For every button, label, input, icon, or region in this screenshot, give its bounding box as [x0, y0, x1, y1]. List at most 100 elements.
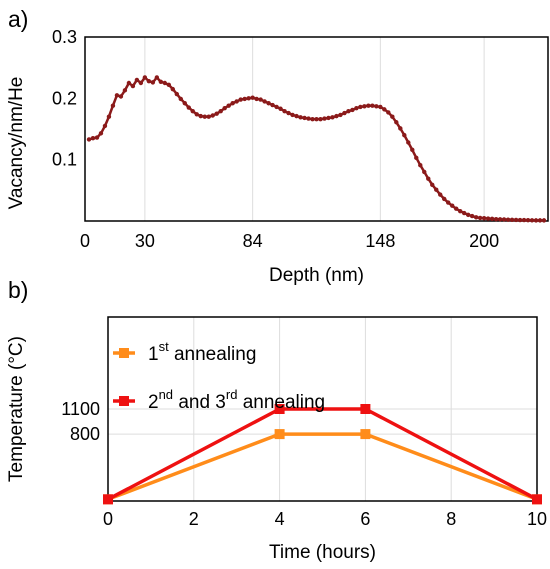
panel-a-x-tick-label: 0 — [80, 231, 90, 251]
panel-a-y-tick-label: 0.3 — [52, 27, 77, 47]
panel-a-y-tick-label: 0.1 — [52, 150, 77, 170]
panel-a-data-point — [378, 104, 383, 110]
panel-a-data-point — [114, 93, 120, 98]
panel-a-plot-frame — [84, 36, 549, 222]
panel-a-data-point — [134, 77, 140, 83]
panel-a-data-point — [354, 105, 359, 111]
panel-b-data-point — [274, 404, 285, 414]
panel-a-data-point — [434, 187, 439, 192]
panel-a-x-tick-label: 30 — [135, 231, 155, 251]
panel-a-data-point — [541, 218, 547, 223]
panel-a-series — [86, 75, 547, 223]
panel-a-data-point — [453, 206, 459, 211]
panel-b-label: b) — [8, 277, 28, 303]
panel-a-data-point — [274, 104, 279, 110]
panel-a-data-point — [374, 104, 379, 109]
panel-a-data-point — [122, 88, 128, 93]
panel-b-series — [103, 404, 542, 505]
panel-a-data-point — [186, 105, 191, 110]
panel-a-data-point — [469, 213, 475, 219]
panel-a-x-tick-label: 200 — [469, 231, 499, 251]
panel-a-data-point — [418, 162, 423, 168]
panel-a-data-point — [489, 216, 495, 222]
panel-b-x-tick-label: 2 — [189, 509, 199, 529]
panel-a-data-point — [174, 91, 180, 97]
panel-a-data-point — [457, 208, 463, 214]
panel-a-data-point — [270, 102, 275, 108]
panel-a-data-point — [150, 80, 156, 85]
panel-a-data-point — [430, 182, 435, 188]
panel-b-legend: 1st annealing 2nd and 3rd annealing — [113, 339, 325, 413]
panel-a-data-point — [465, 212, 471, 218]
panel-b: b) 0 2 4 6 8 10 800 1100 1st annealing 2nd and 3… — [6, 277, 547, 563]
panel-a-data-point — [318, 116, 323, 122]
panel-a-data-point — [410, 147, 415, 153]
panel-a-data-point — [90, 136, 96, 141]
panel-a-data-point — [350, 107, 355, 113]
panel-a-data-point — [262, 99, 267, 104]
panel-a-data-point — [190, 109, 195, 114]
panel-a-data-point — [166, 82, 172, 88]
panel-b-x-tick-label: 8 — [446, 509, 456, 529]
panel-a-data-point — [513, 217, 519, 223]
panel-b-x-tick-label: 0 — [103, 509, 113, 529]
panel-a-data-point — [402, 132, 407, 138]
panel-b-data-point — [103, 494, 113, 505]
panel-a-data-point — [98, 131, 104, 136]
panel-a-data-point — [342, 110, 347, 116]
panel-a-data-point — [182, 101, 187, 106]
panel-b-y-tick-label: 1100 — [61, 399, 100, 419]
panel-a-data-point — [533, 218, 539, 223]
panel-a-data-point — [473, 215, 479, 220]
panel-a-data-point — [142, 75, 148, 80]
panel-a-gridlines — [144, 37, 485, 221]
panel-a-data-point — [218, 109, 223, 114]
panel-a-y-tick-label: 0.2 — [52, 88, 77, 108]
panel-a-data-point — [493, 216, 499, 222]
panel-a-data-point — [170, 86, 176, 92]
panel-a-data-point — [154, 75, 160, 80]
panel-a-data-point — [198, 113, 203, 119]
panel-a-data-point — [346, 109, 351, 114]
panel-a-data-point — [322, 116, 327, 121]
panel-a-data-point — [529, 218, 535, 223]
panel-a-data-point — [414, 155, 419, 161]
panel-a-data-point — [222, 105, 227, 111]
panel-a-data-point — [505, 217, 511, 222]
panel-a-data-point — [86, 137, 92, 142]
panel-a-data-point — [158, 79, 164, 84]
panel-a-data-point — [162, 80, 168, 86]
panel-a-data-point — [126, 80, 132, 86]
panel-a-x-tick-label: 148 — [365, 231, 395, 251]
legend-entry-label: 1st annealing — [148, 339, 256, 365]
panel-a-data-point — [509, 217, 515, 222]
panel-a-data-point — [118, 94, 124, 99]
panel-a-data-point — [278, 106, 283, 111]
panel-a-data-point — [178, 96, 183, 102]
panel-a-x-tick-label: 84 — [243, 231, 263, 251]
panel-a-data-point — [501, 217, 507, 222]
panel-a-series-line — [88, 76, 544, 222]
panel-a-data-point — [362, 104, 367, 109]
panel-b-series-line — [107, 407, 538, 501]
panel-b-x-tick-label: 6 — [360, 509, 370, 529]
panel-a-data-point — [266, 101, 271, 106]
panel-a-data-point — [210, 113, 215, 118]
panel-a-data-point — [102, 123, 108, 129]
panel-a-data-point — [106, 114, 112, 119]
panel-a-label: a) — [8, 6, 28, 32]
panel-a-data-point — [314, 116, 319, 122]
panel-a-data-point — [290, 112, 295, 118]
panel-a-data-point — [525, 218, 531, 223]
panel-a-data-point — [477, 215, 483, 221]
panel-a-data-point — [370, 103, 375, 108]
panel-a-data-point — [326, 115, 331, 121]
panel-b-x-tick-label: 4 — [275, 509, 285, 529]
panel-a-data-point — [226, 103, 231, 108]
legend-swatch-marker — [119, 396, 129, 406]
panel-a-x-axis-label: Depth (nm) — [269, 265, 364, 286]
panel-a-data-point — [286, 110, 291, 116]
panel-a-data-point — [497, 217, 503, 222]
panel-a-data-point — [258, 97, 263, 102]
